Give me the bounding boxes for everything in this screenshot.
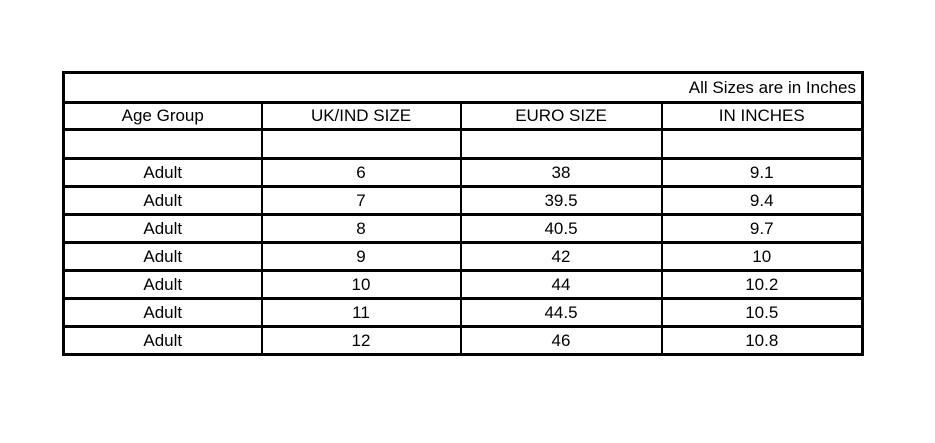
cell-age-group: Adult <box>62 269 263 300</box>
cell-age-group: Adult <box>62 157 263 188</box>
empty-spacer-row <box>62 128 864 160</box>
cell-uk-ind-size: 9 <box>260 241 462 272</box>
table-row: Adult 11 44.5 10.5 <box>62 297 864 328</box>
cell-euro-size: 44 <box>459 269 663 300</box>
cell-uk-ind-size: 11 <box>260 297 462 328</box>
table-row: Adult 7 39.5 9.4 <box>62 185 864 216</box>
empty-cell <box>62 128 263 160</box>
cell-uk-ind-size: 7 <box>260 185 462 216</box>
cell-euro-size: 42 <box>459 241 663 272</box>
table-row: Adult 6 38 9.1 <box>62 157 864 188</box>
column-header-in-inches: IN INCHES <box>660 101 864 131</box>
cell-uk-ind-size: 10 <box>260 269 462 300</box>
cell-age-group: Adult <box>62 297 263 328</box>
cell-in-inches: 10.2 <box>660 269 864 300</box>
table-title-row: All Sizes are in Inches <box>62 71 864 104</box>
cell-euro-size: 46 <box>459 325 663 356</box>
column-header-age-group: Age Group <box>62 101 263 131</box>
cell-euro-size: 40.5 <box>459 213 663 244</box>
cell-age-group: Adult <box>62 325 263 356</box>
table-row: Adult 9 42 10 <box>62 241 864 272</box>
cell-uk-ind-size: 6 <box>260 157 462 188</box>
table-row: Adult 8 40.5 9.7 <box>62 213 864 244</box>
cell-euro-size: 38 <box>459 157 663 188</box>
cell-in-inches: 10.5 <box>660 297 864 328</box>
cell-in-inches: 10 <box>660 241 864 272</box>
size-chart-table: All Sizes are in Inches Age Group UK/IND… <box>62 71 864 356</box>
cell-euro-size: 39.5 <box>459 185 663 216</box>
cell-age-group: Adult <box>62 241 263 272</box>
cell-age-group: Adult <box>62 213 263 244</box>
empty-cell <box>260 128 462 160</box>
cell-uk-ind-size: 8 <box>260 213 462 244</box>
cell-in-inches: 9.1 <box>660 157 864 188</box>
cell-euro-size: 44.5 <box>459 297 663 328</box>
empty-cell <box>660 128 864 160</box>
column-header-uk-ind-size: UK/IND SIZE <box>260 101 462 131</box>
table-header-row: Age Group UK/IND SIZE EURO SIZE IN INCHE… <box>62 101 864 131</box>
column-header-euro-size: EURO SIZE <box>459 101 663 131</box>
cell-in-inches: 9.7 <box>660 213 864 244</box>
table-row: Adult 12 46 10.8 <box>62 325 864 356</box>
cell-in-inches: 10.8 <box>660 325 864 356</box>
table-row: Adult 10 44 10.2 <box>62 269 864 300</box>
empty-cell <box>459 128 663 160</box>
cell-in-inches: 9.4 <box>660 185 864 216</box>
cell-age-group: Adult <box>62 185 263 216</box>
cell-uk-ind-size: 12 <box>260 325 462 356</box>
table-title: All Sizes are in Inches <box>62 71 864 104</box>
